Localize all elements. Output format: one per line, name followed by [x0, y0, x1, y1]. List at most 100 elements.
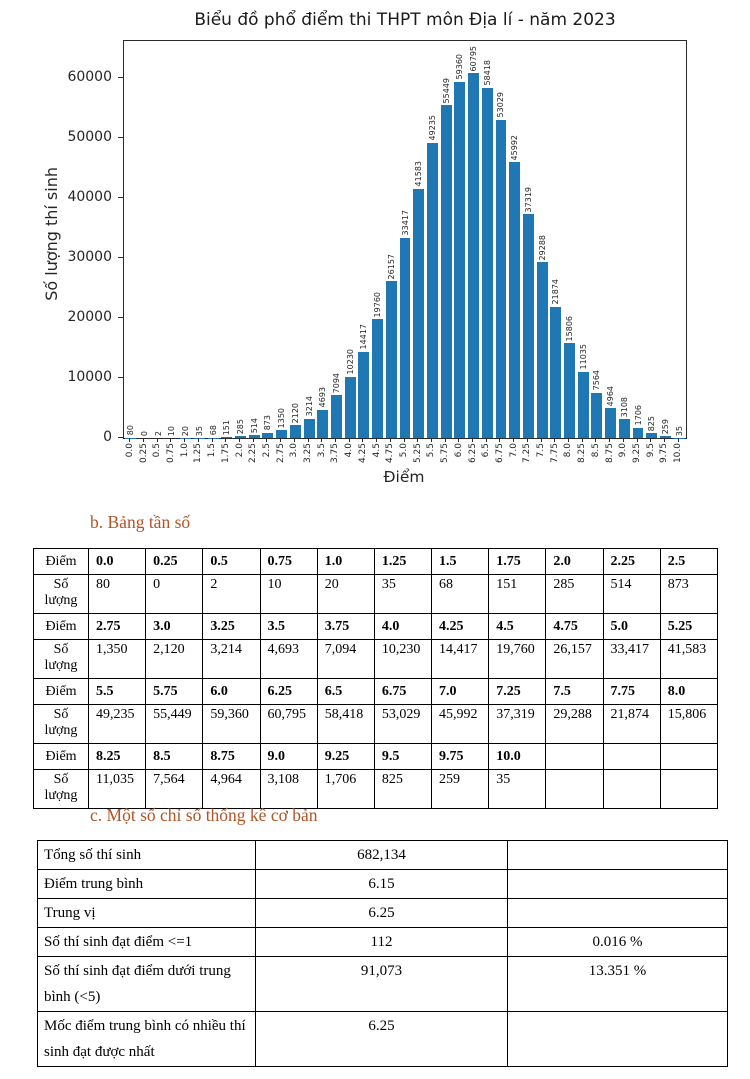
x-tick-label: 9.0 [618, 443, 629, 458]
y-tick-label: 60000 [67, 69, 112, 85]
x-tick-label: 8.75 [604, 443, 615, 464]
stat-percent-cell: 13.351 % [507, 956, 728, 1012]
count-cell: 0 [145, 574, 204, 614]
x-tick-label: 4.0 [344, 443, 355, 458]
count-cell: 15,806 [659, 704, 719, 744]
x-tick-mark [225, 438, 227, 442]
freq-table: Điểm 0.0 0.25 0.5 0.75 1.0 1.25 1.5 1.75 2.0 2.25 2… [33, 548, 719, 809]
stat-label-cell: Số thí sinh đạt điểm dưới trung bình (<5… [37, 956, 256, 1012]
score-cell: 1.5 [431, 548, 490, 575]
x-tick-mark [362, 438, 364, 442]
score-cell: 10.0 [488, 743, 547, 770]
bar-value-label: 68 [208, 425, 218, 436]
count-cell: 2,120 [145, 639, 204, 679]
x-tick-mark [472, 438, 474, 442]
x-tick-label: 7.5 [536, 443, 547, 458]
score-cell: 9.5 [373, 743, 433, 770]
section-heading-b: b. Bảng tần số [90, 512, 191, 532]
x-tick-label: 4.75 [385, 443, 396, 464]
x-tick-mark [526, 438, 528, 442]
x-tick-mark [348, 438, 350, 442]
x-tick-mark [184, 438, 186, 442]
bar [509, 162, 521, 438]
bar-value-label: 19760 [373, 292, 383, 318]
bar [413, 188, 425, 438]
bar [276, 429, 288, 438]
x-axis-label: Điểm [383, 468, 425, 486]
bar [659, 436, 671, 438]
score-cell: 2.25 [602, 548, 661, 575]
score-cell: 1.75 [488, 548, 547, 575]
count-cell: 4,693 [259, 639, 318, 679]
y-tick-label: 50000 [67, 129, 112, 145]
count-cell: 20 [316, 574, 375, 614]
count-cell: 80 [87, 574, 147, 614]
table-row: Điểm 5.5 5.75 6.0 6.25 6.5 6.75 7.0 7.25 7.5 7.75 8… [33, 678, 719, 705]
stat-value-cell: 6.25 [255, 898, 508, 928]
score-cell: 3.75 [316, 613, 375, 640]
y-tick-label: 40000 [67, 189, 112, 205]
x-tick-mark [636, 438, 638, 442]
stat-value-cell: 6.15 [255, 869, 508, 899]
bar-value-label: 10230 [345, 349, 355, 375]
chart: Biểu đồ phổ điểm thi THPT môn Địa lí - n… [0, 0, 750, 500]
x-tick-mark [403, 438, 405, 442]
x-tick-mark [129, 438, 131, 442]
bar [495, 119, 507, 438]
x-tick-mark [485, 438, 487, 442]
bar [317, 409, 329, 438]
stat-label-cell: Điểm trung bình [37, 869, 256, 899]
count-cell: 21,874 [602, 704, 661, 744]
x-tick-label: 0.25 [138, 443, 149, 464]
x-tick-mark [622, 438, 624, 442]
score-cell: 0.25 [145, 548, 204, 575]
bar-value-label: 0 [140, 430, 150, 436]
bar [221, 437, 233, 438]
bar-value-label: 2120 [290, 402, 300, 424]
count-cell: 41,583 [659, 639, 719, 679]
bar [536, 262, 548, 438]
count-cell: 55,449 [145, 704, 204, 744]
count-cell: 2 [202, 574, 261, 614]
bar-value-label: 259 [660, 419, 670, 435]
count-cell: 3,214 [202, 639, 261, 679]
x-tick-mark [458, 438, 460, 442]
bar [358, 351, 370, 438]
x-tick-mark [143, 438, 145, 442]
count-cell: 33,417 [602, 639, 661, 679]
bar [468, 73, 479, 438]
x-tick-mark [266, 438, 268, 442]
bar [426, 142, 438, 438]
x-tick-label: 2.75 [275, 443, 286, 464]
bar [646, 433, 658, 438]
stat-percent-cell [507, 1011, 728, 1067]
row-header-cell: Số lượng [33, 704, 89, 744]
count-cell: 514 [602, 574, 661, 614]
count-cell: 26,157 [545, 639, 604, 679]
bar [632, 427, 644, 438]
score-cell: 0.0 [87, 548, 147, 575]
y-tick-mark [118, 76, 123, 78]
bar [577, 371, 589, 438]
score-cell: 4.5 [488, 613, 547, 640]
x-tick-label: 2.25 [248, 443, 259, 464]
bar [605, 408, 617, 438]
score-cell: 6.0 [202, 678, 261, 705]
count-cell: 19,760 [488, 639, 547, 679]
count-cell [545, 769, 604, 809]
score-cell [602, 743, 661, 770]
bar-value-label: 11035 [578, 344, 588, 370]
stat-label-cell: Mốc điểm trung bình có nhiều thí sinh đạ… [37, 1011, 256, 1067]
bar [303, 418, 315, 438]
x-tick-label: 7.75 [549, 443, 560, 464]
stat-percent-cell: 0.016 % [507, 927, 728, 957]
bar-value-label: 26157 [386, 253, 396, 280]
x-tick-mark [581, 438, 583, 442]
x-tick-mark [650, 438, 652, 442]
bar-value-label: 35 [674, 425, 684, 436]
count-cell: 60,795 [259, 704, 318, 744]
bar-value-label: 49235 [427, 115, 437, 141]
bar [618, 419, 630, 438]
bar-value-label: 2 [153, 430, 163, 436]
